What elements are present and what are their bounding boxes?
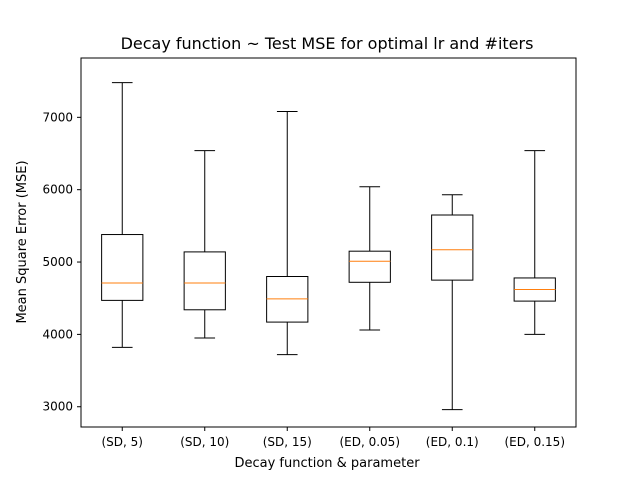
x-tick-label: (SD, 15) [263, 435, 312, 449]
y-tick-label: 7000 [42, 110, 73, 124]
y-tick-label: 6000 [42, 183, 73, 197]
x-tick-label: (SD, 10) [180, 435, 229, 449]
x-tick-label: (ED, 0.1) [426, 435, 479, 449]
y-tick-label: 4000 [42, 327, 73, 341]
chart-title: Decay function ~ Test MSE for optimal lr… [121, 34, 534, 53]
y-tick-label: 3000 [42, 400, 73, 414]
x-tick-label: (SD, 5) [102, 435, 143, 449]
box-iqr [348, 250, 391, 283]
box-iqr [431, 214, 474, 281]
box-iqr [101, 234, 144, 301]
x-tick-label: (ED, 0.15) [504, 435, 565, 449]
x-axis-label: Decay function & parameter [234, 456, 420, 471]
box-iqr [183, 251, 226, 311]
x-tick-label: (ED, 0.05) [339, 435, 400, 449]
y-axis-label: Mean Square Error (MSE) [15, 160, 30, 323]
axes-frame [80, 57, 577, 428]
y-tick-label: 5000 [42, 255, 73, 269]
